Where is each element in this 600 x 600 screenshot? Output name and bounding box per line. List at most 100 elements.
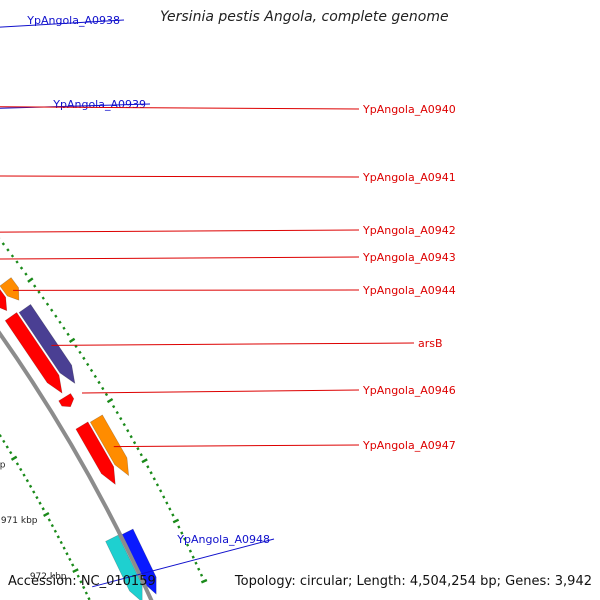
outer-ring-minor-tick [89, 368, 94, 373]
outer-ring-minor-tick [180, 531, 184, 535]
outer-ring-minor-tick [188, 549, 192, 553]
outer-ring-minor-tick [33, 284, 37, 288]
gene-label: YpAngola_A0938 [26, 14, 120, 27]
outer-ring-minor-tick [45, 302, 50, 306]
outer-ring-minor-tick [165, 501, 169, 505]
outer-ring-minor-tick [101, 386, 105, 391]
gene-label: YpAngola_A0942 [362, 224, 456, 237]
inner-ring-minor-tick [25, 479, 29, 483]
inner-ring-major-tick [43, 511, 50, 517]
inner-ring-minor-tick [9, 450, 13, 455]
gene-arrow [0, 288, 8, 312]
gene-label: YpAngola_A0947 [362, 439, 456, 452]
inner-ring-minor-tick [65, 552, 69, 556]
inner-ring-minor-tick [32, 490, 36, 494]
label-leader-line [51, 342, 415, 346]
outer-ring-minor-tick [183, 537, 187, 541]
gene-arrow-partner [18, 303, 76, 385]
inner-ring-major-tick [72, 568, 79, 573]
inner-ring-minor-tick [35, 495, 39, 500]
outer-ring-minor-tick [139, 453, 143, 457]
outer-ring-minor-tick [122, 422, 126, 427]
outer-ring-minor-tick [24, 272, 28, 276]
label-leader-line [0, 175, 360, 178]
outer-ring-minor-tick [197, 567, 201, 571]
outer-ring-minor-tick [112, 404, 116, 409]
scale-label: 970 kbp [0, 460, 6, 470]
outer-ring-minor-tick [41, 296, 45, 300]
outer-ring-minor-tick [66, 332, 70, 336]
outer-ring-minor-tick [149, 471, 153, 475]
outer-ring-minor-tick [115, 410, 119, 415]
inner-ring-minor-tick [84, 591, 88, 595]
outer-ring-minor-tick [191, 555, 195, 559]
outer-ring-major-tick [141, 458, 148, 464]
gene-arrow [58, 393, 75, 408]
outer-ring-major-tick [200, 578, 208, 584]
outer-ring-minor-tick [37, 290, 41, 294]
inner-ring-minor-tick [38, 501, 42, 505]
backbone-arc [0, 330, 154, 600]
inner-ring-minor-tick [15, 462, 20, 466]
outer-ring-minor-tick [146, 465, 150, 469]
outer-ring-minor-tick [185, 543, 190, 547]
inner-ring-minor-tick [62, 546, 66, 550]
outer-ring-minor-tick [82, 356, 86, 361]
outer-ring-major-tick [27, 277, 34, 283]
outer-ring-minor-tick [6, 248, 10, 252]
label-leader-line [81, 389, 360, 394]
inner-ring-minor-tick [76, 574, 80, 578]
genome-summary-text: Topology: circular; Length: 4,504,254 bp… [234, 574, 592, 589]
backbone [0, 330, 154, 600]
label-leader-line [0, 229, 360, 233]
outer-ring-minor-tick [194, 561, 198, 565]
outer-ring-minor-tick [177, 525, 181, 529]
inner-ring-minor-tick [68, 557, 72, 561]
map-title: Yersinia pestis Angola, complete genome [160, 9, 449, 25]
inner-ring-minor-tick [87, 597, 91, 600]
outer-ring-minor-tick [104, 392, 109, 397]
inner-ring-minor-tick [47, 518, 51, 522]
label-leader-line [0, 256, 360, 260]
gene-arrow [4, 312, 63, 394]
gene-arrow [105, 534, 143, 600]
outer-ring-minor-tick [10, 254, 15, 258]
outer-ring-minor-tick [119, 416, 123, 421]
label-leader-line [0, 19, 125, 28]
outer-ring-minor-tick [50, 308, 54, 312]
inner-ring-minor-tick [2, 439, 6, 444]
gene-label: YpAngola_A0943 [362, 251, 456, 264]
outer-ring-minor-tick [159, 489, 163, 493]
inner-ring-minor-tick [19, 467, 23, 472]
outer-ring-minor-tick [15, 260, 19, 264]
outer-ring-minor-tick [171, 513, 175, 517]
outer-ring-minor-tick [126, 429, 130, 433]
outer-ring-minor-tick [62, 326, 66, 330]
gene-arrow-partner [0, 277, 20, 301]
outer-ring-minor-tick [132, 441, 137, 445]
feature-tracks [0, 277, 157, 600]
inner-ring-minor-tick [56, 535, 60, 539]
outer-ring-major-tick [106, 397, 114, 404]
label-leader-line [113, 444, 360, 448]
gene-label: YpAngola_A0944 [362, 284, 456, 297]
outer-ring-minor-tick [78, 350, 82, 355]
inner-ring-minor-tick [5, 445, 9, 449]
label-leader-line [0, 106, 360, 110]
outer-ring-minor-tick [155, 483, 160, 487]
outer-ring-minor-tick [152, 477, 156, 481]
inner-ring-minor-tick [50, 524, 54, 528]
scale-label: 971 kbp [1, 516, 38, 526]
gene-label: YpAngola_A0941 [362, 171, 456, 184]
inner-ring-major-tick [10, 455, 18, 461]
gene-label: YpAngola_A0946 [362, 384, 456, 397]
outer-ring-minor-tick [93, 374, 97, 379]
outer-ring-minor-tick [54, 314, 58, 318]
label-leader-line [92, 538, 275, 588]
gene-labels: YpAngola_A0938 YpAngola_A0939 YpAngola_A09… [0, 14, 456, 588]
gene-label: YpAngola_A0940 [362, 103, 456, 116]
outer-ring-minor-tick [58, 320, 62, 324]
outer-ring-major-tick [172, 518, 180, 524]
